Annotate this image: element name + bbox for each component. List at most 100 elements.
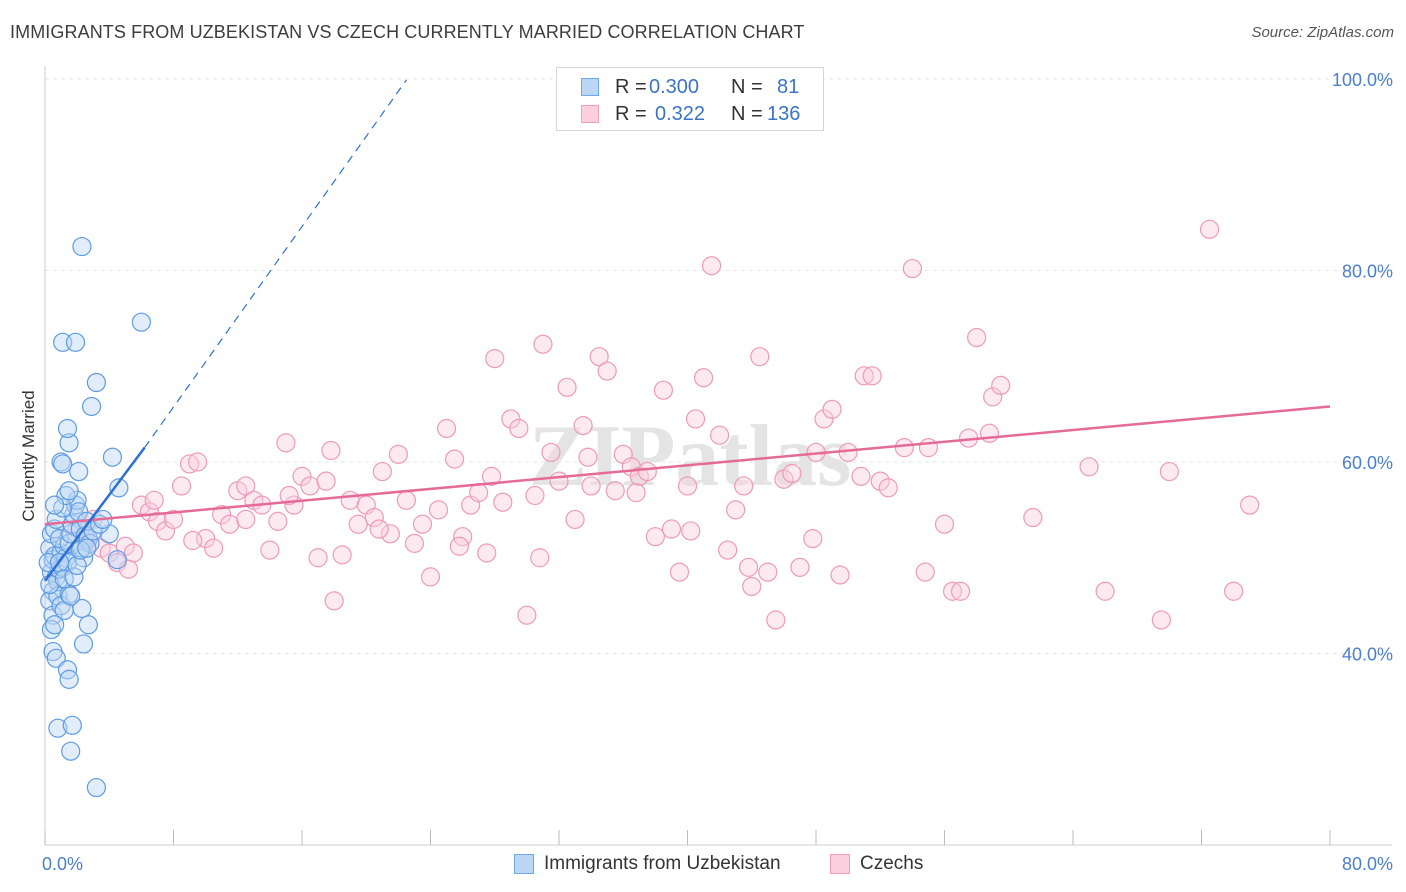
uzbekistan-point — [72, 598, 92, 619]
czechs-point — [155, 521, 176, 541]
czechs-point — [220, 514, 240, 534]
czechs-point — [179, 454, 200, 474]
czechs-point — [321, 440, 341, 461]
czechs-point — [942, 581, 963, 601]
czechs-point — [340, 490, 360, 510]
uzbekistan-point — [61, 741, 81, 761]
czechs-point — [517, 605, 537, 625]
czechs-point — [726, 500, 746, 520]
n-value: 136 — [767, 103, 801, 125]
uzbekistan-point — [45, 615, 65, 635]
czechs-point — [493, 492, 513, 512]
uzbekistan-point — [64, 567, 84, 587]
legend-label-uzbekistan: Immigrants from Uzbekistan — [544, 853, 781, 874]
czechs-point — [1224, 581, 1244, 601]
czechs-point — [854, 366, 874, 386]
czechs-point — [236, 509, 256, 530]
czechs-point — [316, 471, 336, 491]
czechs-point — [581, 476, 601, 496]
czechs-point — [637, 461, 657, 482]
czechs-point — [481, 466, 502, 486]
czechs-point — [436, 418, 457, 439]
czechs-point — [669, 562, 690, 582]
czechs-point — [212, 505, 232, 525]
czechs-point — [260, 540, 280, 560]
czechs-point — [1023, 507, 1043, 528]
czechs-point — [428, 500, 449, 520]
czechs-point — [565, 509, 585, 530]
uzbekistan-point — [45, 495, 65, 515]
czechs-point — [332, 545, 352, 565]
uzbekistan-point — [81, 396, 102, 417]
czechs-point — [661, 519, 682, 539]
czechs-point — [549, 471, 569, 491]
chart-title: IMMIGRANTS FROM UZBEKISTAN VS CZECH CURR… — [10, 22, 805, 42]
r-label: R = — [615, 103, 647, 125]
czechs-point — [573, 416, 593, 436]
czechs-point — [276, 433, 296, 453]
y-tick-label: 60.0% — [1342, 453, 1393, 473]
czechs-point — [822, 399, 842, 419]
czechs-point — [597, 361, 617, 381]
czechs-point — [131, 495, 151, 515]
uzbekistan-point — [67, 555, 87, 576]
uzbekistan-point — [59, 533, 79, 553]
czechs-point — [790, 557, 810, 577]
czechs-point — [501, 409, 521, 429]
czechs-point — [685, 409, 706, 429]
czechs-point — [533, 334, 553, 354]
czechs-point — [918, 438, 939, 458]
uzbekistan-point — [59, 481, 79, 501]
legend-swatch-blue — [581, 78, 599, 96]
czechs-point — [742, 576, 762, 597]
czechs-point — [541, 442, 561, 463]
czechs-point — [814, 409, 834, 429]
czechs-point — [324, 591, 344, 611]
czechs-point — [710, 425, 730, 445]
uzbekistan-point — [57, 418, 78, 439]
czechs-point — [870, 471, 890, 491]
uzbekistan-point — [73, 634, 94, 654]
y-tick-label: 40.0% — [1342, 645, 1393, 665]
czechs-point — [99, 543, 119, 563]
uzbekistan-points — [38, 236, 151, 798]
czechs-point — [557, 377, 577, 397]
n-label: N = — [731, 76, 763, 98]
czechs-point — [372, 461, 392, 482]
czechs-point — [902, 258, 922, 279]
uzbekistan-trend-extension — [144, 79, 407, 448]
uzbekistan-point — [65, 332, 86, 352]
czechs-point — [308, 548, 328, 568]
czechs-point — [851, 466, 871, 486]
czechs-point — [1151, 610, 1171, 630]
uzbekistan-point — [72, 236, 92, 257]
czechs-points — [67, 219, 1260, 630]
uzbekistan-point — [46, 648, 66, 668]
uzbekistan-point — [69, 461, 89, 482]
czechs-point — [701, 256, 722, 276]
czechs-point — [626, 483, 646, 503]
czechs-point — [396, 490, 417, 510]
czechs-point — [449, 536, 470, 556]
uzbekistan-point — [59, 433, 79, 453]
uzbekistan-point — [43, 605, 63, 625]
uzbekistan-point — [62, 715, 82, 735]
czechs-point — [718, 540, 738, 560]
czechs-point — [477, 543, 497, 563]
czechs-point — [364, 507, 384, 528]
czechs-point — [171, 476, 192, 496]
uzbekistan-trend-line — [43, 446, 146, 582]
czechs-point — [653, 380, 674, 400]
czechs-point — [750, 347, 770, 367]
uzbekistan-point — [109, 478, 129, 498]
uzbekistan-point — [53, 454, 73, 474]
uzbekistan-point — [78, 615, 98, 635]
czechs-point — [991, 375, 1011, 395]
czechs-point — [693, 368, 714, 388]
czechs-point — [967, 327, 987, 348]
czechs-point — [934, 514, 955, 534]
czechs-point — [1095, 581, 1115, 601]
czechs-point — [734, 476, 754, 496]
legend-label-czechs: Czechs — [860, 853, 924, 874]
